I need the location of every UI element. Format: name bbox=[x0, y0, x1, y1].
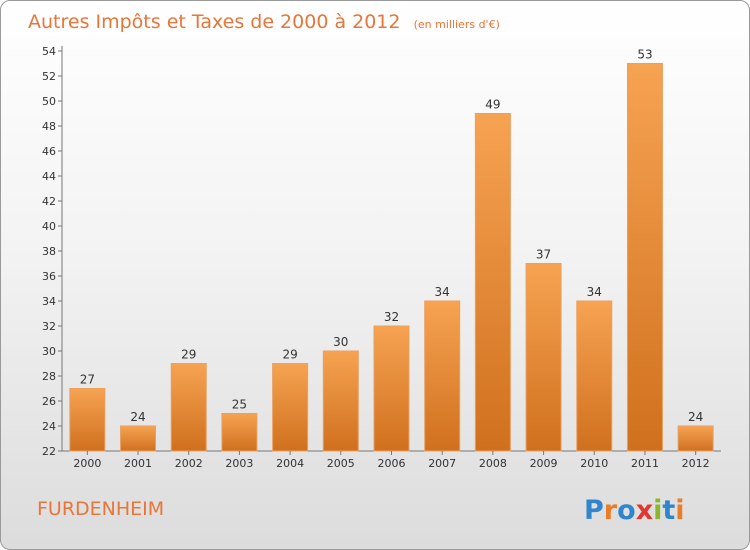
y-tick-label: 32 bbox=[42, 320, 56, 333]
bar bbox=[69, 388, 106, 452]
bar-value-label: 53 bbox=[637, 48, 652, 62]
chart-subtitle: (en milliers d'€) bbox=[414, 18, 500, 31]
logo-letter: t bbox=[662, 495, 675, 526]
x-tick-label: 2009 bbox=[530, 457, 558, 470]
logo-letter: i bbox=[675, 495, 684, 526]
bar bbox=[170, 363, 207, 452]
y-tick-label: 26 bbox=[42, 395, 56, 408]
y-axis-ticks: 22 24 26 28 30 32 34 36 38 40 42 44 46 48 50 52 54 bbox=[42, 45, 62, 458]
y-tick-label: 42 bbox=[42, 195, 56, 208]
y-tick-label: 50 bbox=[42, 95, 56, 108]
bar-value-label: 37 bbox=[536, 248, 551, 262]
bar bbox=[272, 363, 309, 452]
chart-title-main: Autres Impôts et Taxes de 2000 à 2012 bbox=[28, 11, 401, 33]
x-axis-ticks: 2000 2001 2002 2003 2004 2005 2006 2007 2008 2009… bbox=[73, 451, 710, 470]
x-tick-label: 2000 bbox=[73, 457, 101, 470]
logo-letter: P bbox=[584, 495, 604, 526]
bar-value-label: 24 bbox=[130, 410, 145, 424]
x-tick-label: 2008 bbox=[479, 457, 507, 470]
bar bbox=[677, 425, 714, 452]
proxiti-logo: Proxiti bbox=[584, 495, 685, 526]
y-tick-label: 22 bbox=[42, 445, 56, 458]
y-tick-label: 46 bbox=[42, 145, 56, 158]
bar bbox=[373, 325, 410, 452]
y-tick-label: 40 bbox=[42, 220, 56, 233]
bar-value-label: 24 bbox=[688, 410, 703, 424]
bar bbox=[576, 300, 613, 452]
value-labels: 27 24 29 25 29 30 32 34 49 37 34 53 24 bbox=[80, 48, 704, 425]
bar-value-label: 49 bbox=[485, 98, 500, 112]
y-tick-label: 36 bbox=[42, 270, 56, 283]
x-tick-label: 2002 bbox=[175, 457, 203, 470]
y-tick-label: 24 bbox=[42, 420, 56, 433]
city-name: FURDENHEIM bbox=[37, 498, 164, 520]
chart-title: Autres Impôts et Taxes de 2000 à 2012 (e… bbox=[28, 11, 500, 33]
bar bbox=[120, 425, 157, 452]
bar-value-label: 34 bbox=[587, 285, 602, 299]
bar-value-label: 25 bbox=[232, 398, 247, 412]
bar bbox=[525, 263, 562, 452]
bar-value-label: 29 bbox=[181, 348, 196, 362]
x-tick-label: 2007 bbox=[428, 457, 456, 470]
x-tick-label: 2003 bbox=[225, 457, 253, 470]
y-tick-label: 28 bbox=[42, 370, 56, 383]
y-tick-label: 44 bbox=[42, 170, 56, 183]
logo-letter: i bbox=[653, 495, 662, 526]
bar bbox=[626, 63, 663, 452]
x-tick-label: 2010 bbox=[580, 457, 608, 470]
logo-letter: x bbox=[636, 495, 653, 526]
x-tick-label: 2005 bbox=[327, 457, 355, 470]
y-tick-label: 52 bbox=[42, 70, 56, 83]
y-tick-label: 34 bbox=[42, 295, 56, 308]
bar bbox=[424, 300, 461, 452]
x-tick-label: 2001 bbox=[124, 457, 152, 470]
logo-letter: o bbox=[617, 495, 636, 526]
bar-value-label: 30 bbox=[333, 335, 348, 349]
y-tick-label: 30 bbox=[42, 345, 56, 358]
bar bbox=[474, 113, 511, 452]
bar-value-label: 34 bbox=[435, 285, 450, 299]
bar bbox=[221, 413, 258, 452]
bar-value-label: 27 bbox=[80, 373, 95, 387]
x-tick-label: 2004 bbox=[276, 457, 304, 470]
bars-group bbox=[69, 63, 714, 452]
bar bbox=[322, 350, 359, 452]
logo-letter: r bbox=[604, 495, 618, 526]
bar-value-label: 32 bbox=[384, 310, 399, 324]
x-tick-label: 2011 bbox=[631, 457, 659, 470]
y-tick-label: 48 bbox=[42, 120, 56, 133]
bar-value-label: 29 bbox=[282, 348, 297, 362]
y-tick-label: 38 bbox=[42, 245, 56, 258]
y-tick-label: 54 bbox=[42, 45, 56, 58]
x-tick-label: 2006 bbox=[378, 457, 406, 470]
x-tick-label: 2012 bbox=[682, 457, 710, 470]
